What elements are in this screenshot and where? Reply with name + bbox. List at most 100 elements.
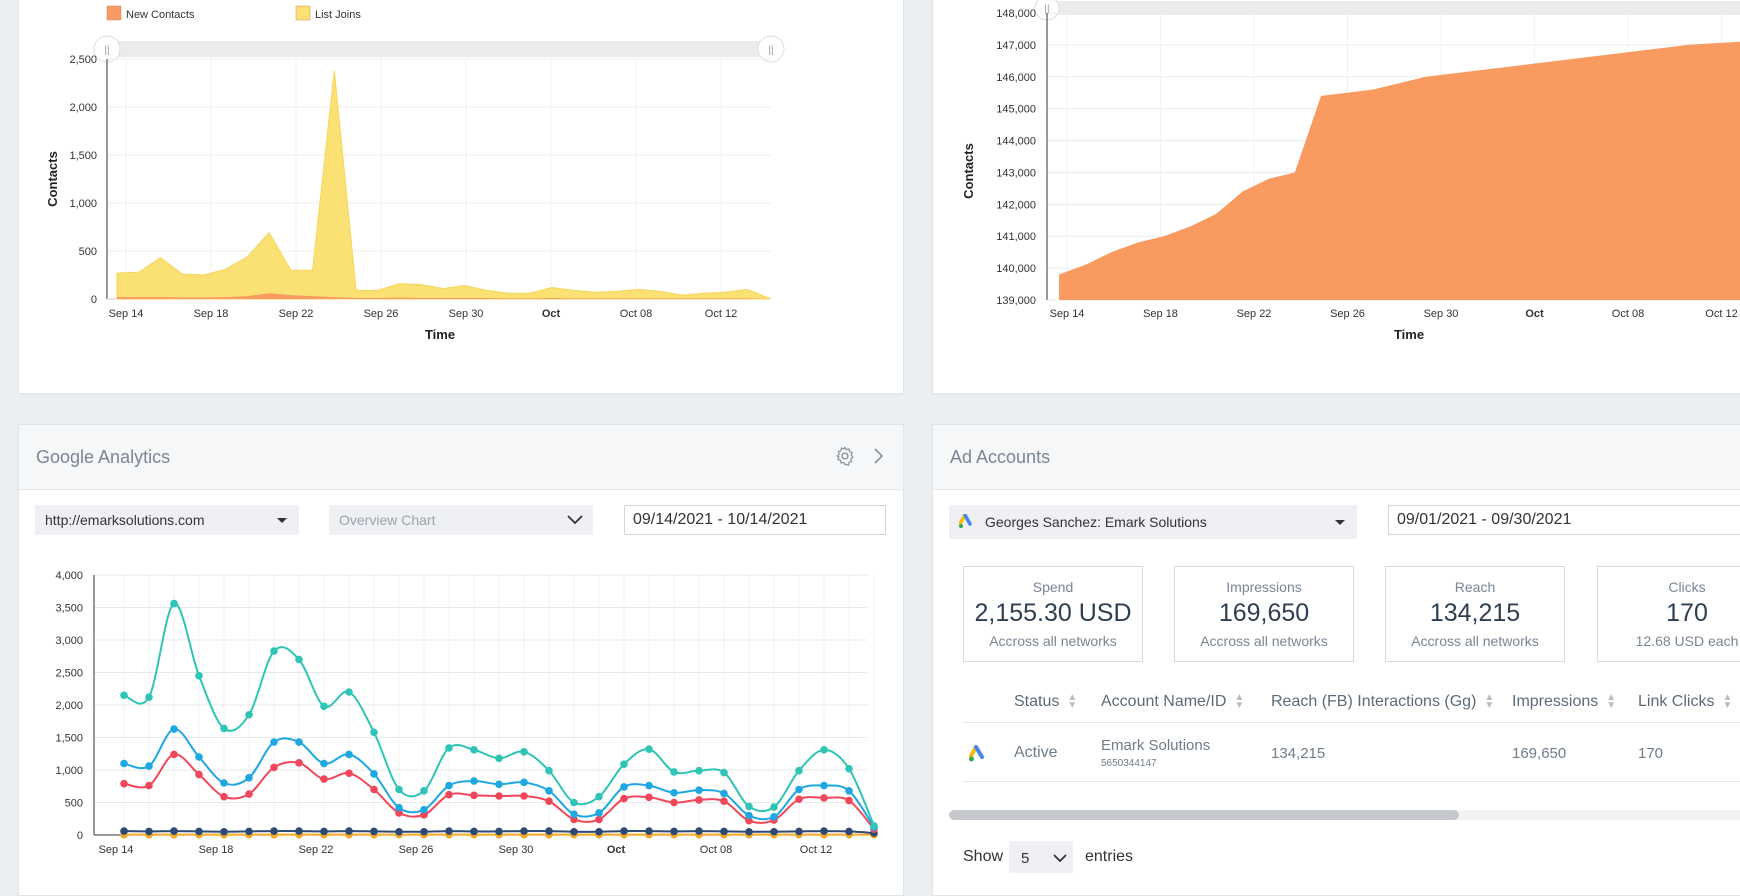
data-point-navy bbox=[695, 827, 703, 835]
y-tick-label: 3,500 bbox=[55, 603, 83, 615]
x-tick-label: Oct 12 bbox=[705, 308, 737, 320]
legend-swatch bbox=[106, 5, 122, 21]
x-tick-label: Sep 14 bbox=[109, 308, 144, 320]
table-scrollbar-thumb[interactable] bbox=[949, 810, 1459, 820]
column-header-account[interactable]: Account Name/ID ▲ ▼ bbox=[1101, 692, 1244, 711]
data-point-red bbox=[645, 793, 653, 802]
navigator-handle-grip: || bbox=[1044, 4, 1049, 15]
row-account-name[interactable]: Emark Solutions bbox=[1101, 737, 1211, 754]
column-header-impressions[interactable]: Impressions ▲ ▼ bbox=[1512, 691, 1617, 711]
y-tick-label: 139,000 bbox=[996, 295, 1036, 307]
stat-label: Spend bbox=[1032, 579, 1074, 595]
column-header-status[interactable]: Status ▲ ▼ bbox=[1014, 692, 1077, 711]
stat-label: Impressions bbox=[1226, 579, 1302, 595]
x-tick-label: Sep 22 bbox=[279, 308, 314, 320]
row-impressions: 169,650 bbox=[1512, 745, 1567, 762]
column-header-link-clicks[interactable]: Link Clicks ▲ ▼ bbox=[1638, 691, 1733, 711]
row-account-id: 5650344147 bbox=[1101, 758, 1157, 769]
data-point-teal bbox=[645, 745, 653, 753]
ad-date-range-input[interactable]: 09/01/2021 - 09/30/2021 bbox=[1388, 505, 1740, 535]
column-header-reach[interactable]: Reach (FB) Interactions (Gg) ▲ ▼ bbox=[1271, 692, 1494, 711]
data-point-red bbox=[345, 769, 353, 778]
data-point-red bbox=[320, 775, 328, 783]
caret-down-icon bbox=[277, 518, 287, 523]
data-point-teal bbox=[120, 691, 128, 700]
data-point-teal bbox=[395, 785, 403, 794]
data-point-navy bbox=[670, 827, 678, 836]
site-select[interactable]: http://emarksolutions.com bbox=[35, 505, 299, 535]
data-point-red bbox=[445, 790, 453, 799]
entries-select-value: 5 bbox=[1021, 850, 1030, 867]
stat-subtext: Accross all networks bbox=[1411, 633, 1539, 649]
chart-type-select-value: Overview Chart bbox=[339, 512, 436, 528]
data-point-navy bbox=[170, 827, 178, 835]
stat-spend: Spend 2,155.30 USD Accross all networks bbox=[963, 566, 1143, 662]
data-point-blue bbox=[195, 753, 203, 761]
data-point-teal bbox=[245, 710, 253, 719]
data-point-navy bbox=[745, 827, 753, 836]
show-label: Show bbox=[963, 848, 1004, 865]
data-point-teal bbox=[470, 746, 478, 754]
data-point-red bbox=[370, 785, 378, 794]
data-point-blue bbox=[270, 738, 278, 746]
navigator-handle bbox=[757, 35, 785, 63]
y-axis-title: Contacts bbox=[45, 151, 60, 207]
y-tick-label: 1,500 bbox=[55, 733, 83, 745]
stat-value: 134,215 bbox=[1429, 599, 1521, 627]
x-tick-label: Oct bbox=[542, 308, 561, 320]
data-point-blue bbox=[695, 786, 703, 794]
data-point-teal bbox=[520, 748, 528, 756]
entries-select[interactable]: 5 bbox=[1009, 841, 1073, 873]
data-point-navy bbox=[795, 827, 803, 836]
row-reach: 134,215 bbox=[1271, 745, 1326, 762]
column-header-label: Status bbox=[1014, 693, 1060, 710]
data-point-red bbox=[245, 790, 253, 798]
range-navigator bbox=[1045, 1, 1740, 15]
y-tick-label: 141,000 bbox=[996, 231, 1036, 243]
x-tick-label: Sep 22 bbox=[299, 844, 334, 856]
data-point-teal bbox=[745, 802, 753, 811]
data-point-navy bbox=[570, 827, 578, 836]
data-point-blue bbox=[395, 803, 403, 812]
data-point-teal bbox=[195, 671, 203, 680]
data-point-blue bbox=[345, 750, 353, 759]
chart-type-select[interactable]: Overview Chart bbox=[329, 505, 593, 535]
data-point-red bbox=[295, 759, 303, 767]
data-point-navy bbox=[370, 827, 378, 836]
data-point-teal bbox=[345, 688, 353, 696]
data-point-teal bbox=[695, 766, 703, 775]
data-point-teal bbox=[220, 724, 228, 733]
data-point-red bbox=[845, 796, 853, 805]
data-point-blue bbox=[795, 785, 803, 794]
y-axis-title: Contacts bbox=[961, 143, 976, 199]
gear-icon[interactable] bbox=[834, 445, 856, 467]
ga-date-range-input[interactable]: 09/14/2021 - 10/14/2021 bbox=[624, 505, 886, 535]
caret-down-icon bbox=[1335, 520, 1345, 525]
data-point-blue bbox=[295, 738, 303, 746]
data-point-teal bbox=[595, 792, 603, 801]
chevron-down-icon bbox=[1053, 854, 1067, 863]
sort-icon: ▲ ▼ bbox=[1722, 691, 1733, 711]
data-point-navy bbox=[645, 827, 653, 835]
google-ads-icon bbox=[959, 514, 972, 528]
y-tick-label: 148,000 bbox=[996, 8, 1036, 20]
data-point-blue bbox=[820, 781, 828, 790]
entries-label: entries bbox=[1085, 848, 1134, 865]
data-point-navy bbox=[295, 827, 303, 835]
chevron-right-icon[interactable] bbox=[871, 447, 885, 465]
data-point-navy bbox=[245, 827, 253, 836]
y-tick-label: 500 bbox=[79, 246, 97, 258]
table-row[interactable]: Active Emark Solutions 5650344147 134,21… bbox=[963, 723, 1740, 782]
data-point-red bbox=[620, 794, 628, 803]
stat-subtext: Accross all networks bbox=[989, 633, 1117, 649]
data-point-navy bbox=[470, 827, 478, 836]
sort-icon: ▲ ▼ bbox=[1606, 691, 1617, 711]
data-point-teal bbox=[820, 746, 828, 754]
data-point-blue bbox=[445, 781, 453, 790]
data-point-red bbox=[270, 763, 278, 772]
data-point-blue bbox=[770, 813, 778, 821]
ad-account-select[interactable]: Georges Sanchez: Emark Solutions bbox=[949, 505, 1357, 539]
row-status: Active bbox=[1014, 744, 1058, 761]
data-point-teal bbox=[495, 754, 503, 763]
ad-account-select-value: Georges Sanchez: Emark Solutions bbox=[985, 514, 1207, 530]
